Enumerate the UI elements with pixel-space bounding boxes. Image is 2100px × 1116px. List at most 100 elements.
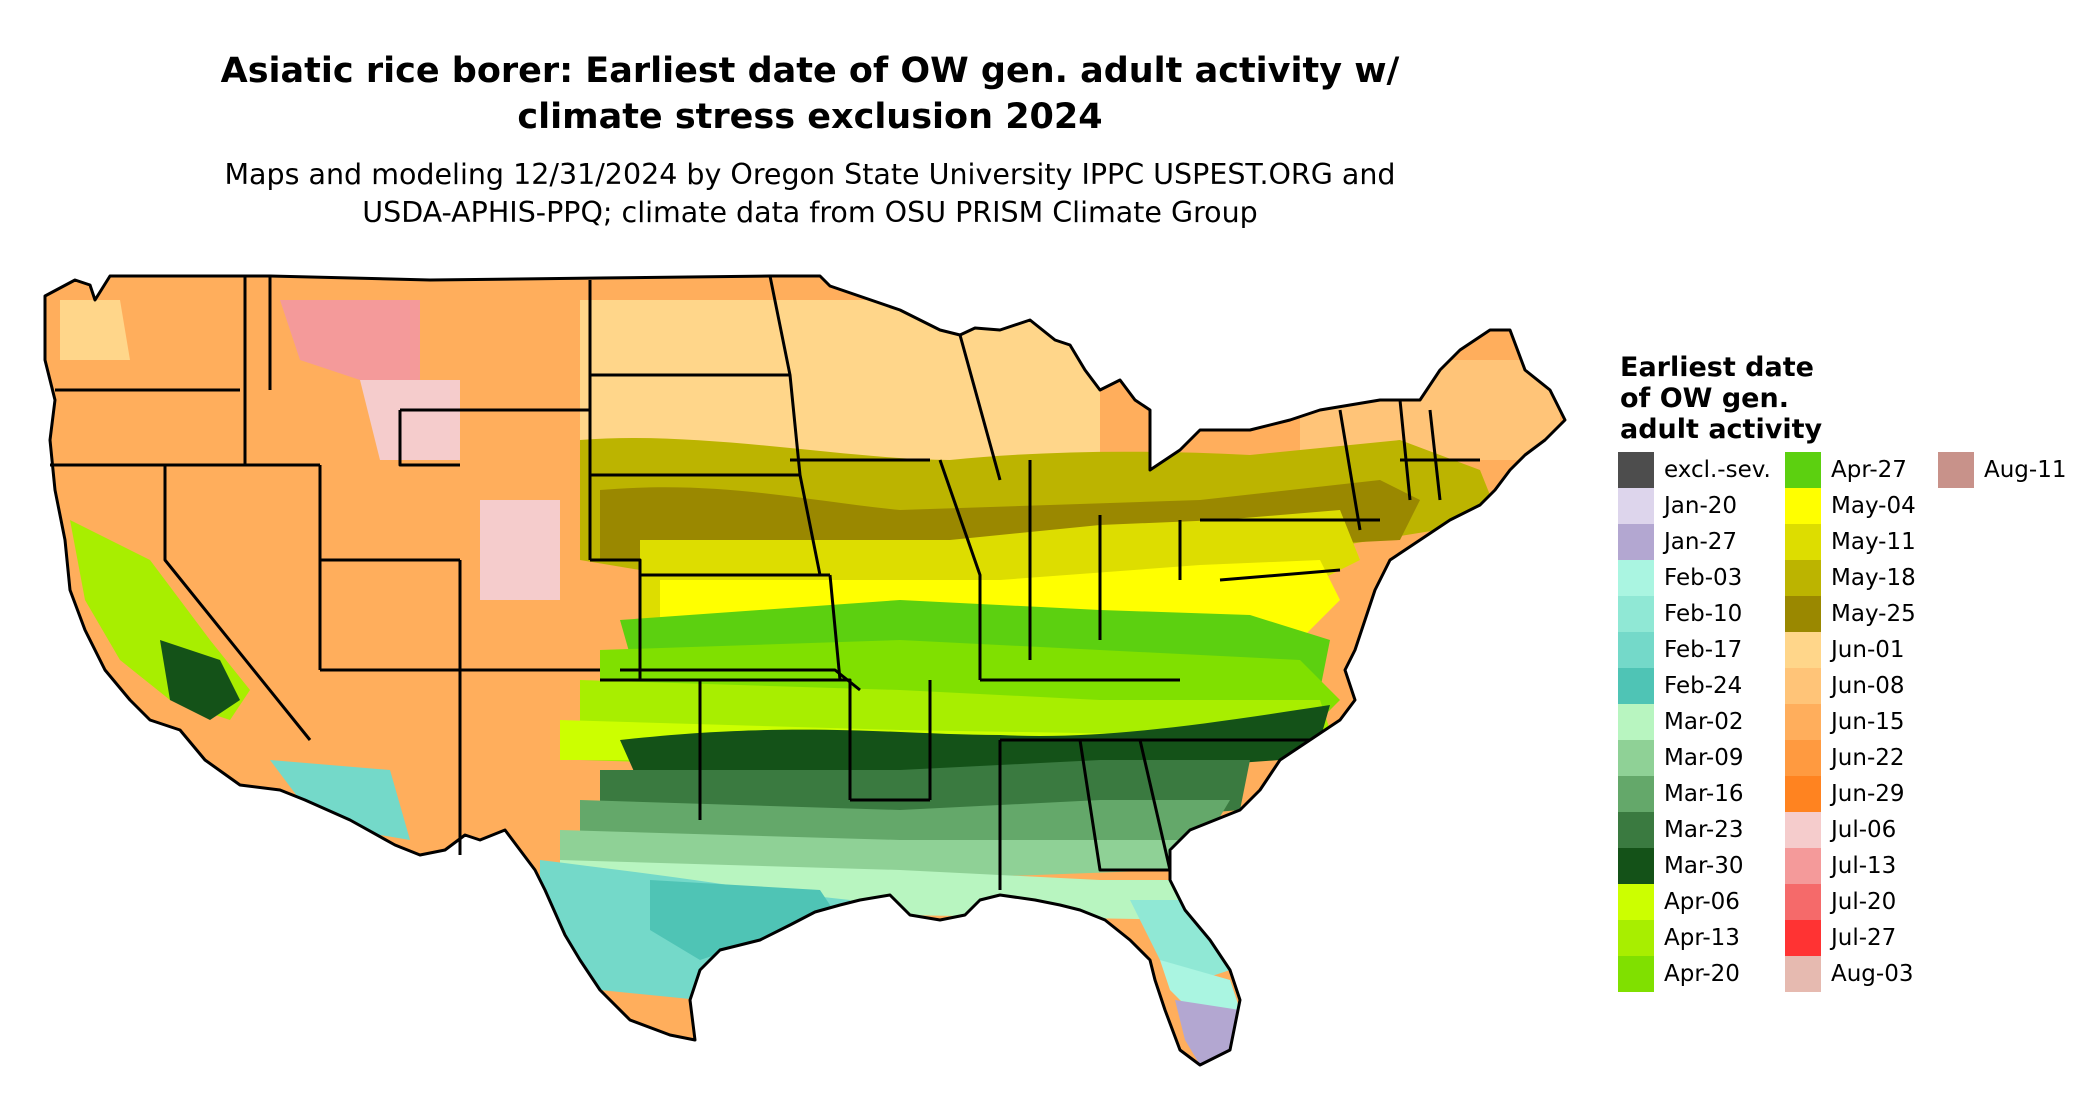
legend-label: Feb-10 — [1664, 601, 1743, 627]
legend-item: Mar-09 — [1618, 740, 1744, 776]
legend-swatch — [1785, 452, 1821, 488]
legend-item: excl.-sev. — [1618, 452, 1771, 488]
subtitle-line-1: Maps and modeling 12/31/2024 by Oregon S… — [224, 158, 1396, 191]
legend-label: Feb-17 — [1664, 637, 1743, 663]
legend-item: Apr-13 — [1618, 920, 1740, 956]
legend-swatch — [1785, 920, 1821, 956]
legend-item: Jan-20 — [1618, 488, 1737, 524]
legend-swatch — [1618, 848, 1654, 884]
legend-swatch — [1785, 776, 1821, 812]
legend-label: May-04 — [1831, 493, 1916, 519]
legend-item: Jan-27 — [1618, 524, 1737, 560]
legend-item: Jul-20 — [1785, 884, 1896, 920]
legend-item: Feb-03 — [1618, 560, 1742, 596]
zone-feb-24 — [650, 880, 840, 960]
legend-label: Jan-20 — [1664, 493, 1738, 519]
zone-jun-01 — [580, 300, 1100, 460]
legend-swatch — [1618, 596, 1654, 632]
legend-label: Jul-06 — [1831, 817, 1897, 843]
legend-swatch — [1785, 524, 1821, 560]
legend-swatch — [1785, 704, 1821, 740]
legend-label: Feb-03 — [1664, 565, 1743, 591]
legend-label: Jun-01 — [1831, 637, 1905, 663]
legend-item: Jul-27 — [1785, 920, 1896, 956]
legend-label: Jan-27 — [1664, 529, 1738, 555]
legend-swatch — [1938, 452, 1974, 488]
legend-label: May-25 — [1831, 601, 1916, 627]
legend-item: Jun-15 — [1785, 704, 1905, 740]
zone-washington-coast — [60, 300, 130, 360]
legend-label: Jun-15 — [1831, 709, 1905, 735]
title-line-2: climate stress exclusion 2024 — [517, 97, 1103, 137]
legend-item: Apr-06 — [1618, 884, 1740, 920]
legend-label: Feb-24 — [1664, 673, 1743, 699]
legend-swatch — [1785, 812, 1821, 848]
legend-swatch — [1785, 848, 1821, 884]
legend-label: Jun-22 — [1831, 745, 1905, 771]
zone-colorado-high — [480, 500, 560, 600]
legend-item: May-11 — [1785, 524, 1916, 560]
legend-item: Jul-13 — [1785, 848, 1896, 884]
zone-jan-27 — [1175, 1000, 1240, 1065]
legend-item: May-18 — [1785, 560, 1916, 596]
map-subtitle: Maps and modeling 12/31/2024 by Oregon S… — [60, 156, 1560, 232]
zone-northern-rockies — [280, 300, 420, 380]
legend-item: Mar-30 — [1618, 848, 1744, 884]
legend-swatch — [1785, 488, 1821, 524]
legend-swatch — [1618, 812, 1654, 848]
legend-swatch — [1785, 560, 1821, 596]
legend-label: Jul-27 — [1831, 925, 1897, 951]
legend-swatch — [1618, 704, 1654, 740]
legend-label: Mar-09 — [1664, 745, 1744, 771]
legend-swatch — [1618, 488, 1654, 524]
title-line-1: Asiatic rice borer: Earliest date of OW … — [220, 51, 1400, 91]
legend-item: Feb-24 — [1618, 668, 1742, 704]
legend-swatch — [1785, 956, 1821, 992]
map-title: Asiatic rice borer: Earliest date of OW … — [60, 48, 1560, 140]
us-map — [43, 274, 1567, 1067]
legend-swatch — [1785, 632, 1821, 668]
legend-swatch — [1785, 668, 1821, 704]
legend-label: Jul-13 — [1831, 853, 1897, 879]
zone-california-south — [160, 640, 240, 720]
legend-item: Jun-22 — [1785, 740, 1905, 776]
legend-swatch — [1618, 920, 1654, 956]
legend-swatch — [1618, 668, 1654, 704]
legend-title-line-1: Earliest date — [1620, 352, 1814, 383]
legend-label: May-18 — [1831, 565, 1916, 591]
legend-label: Apr-20 — [1664, 961, 1740, 987]
legend-title-line-3: adult activity — [1620, 414, 1823, 445]
legend-swatch — [1618, 884, 1654, 920]
legend-swatch — [1618, 956, 1654, 992]
legend-label: excl.-sev. — [1664, 457, 1771, 483]
legend-label: Jun-29 — [1831, 781, 1905, 807]
legend-label: Mar-16 — [1664, 781, 1744, 807]
zone-feb-03 — [1160, 960, 1240, 1020]
legend-item: Aug-11 — [1938, 452, 2066, 488]
legend-swatch — [1618, 632, 1654, 668]
legend-label: May-11 — [1831, 529, 1916, 555]
zone-feb-10 — [1130, 900, 1230, 980]
zone-arizona-low-desert — [270, 760, 410, 840]
zone-wyoming-high — [360, 380, 460, 460]
legend-item: Mar-02 — [1618, 704, 1744, 740]
legend-title: Earliest date of OW gen. adult activity — [1620, 352, 1822, 445]
legend-label: Aug-03 — [1831, 961, 1914, 987]
legend-item: Jul-06 — [1785, 812, 1896, 848]
legend-label: Apr-13 — [1664, 925, 1740, 951]
legend-label: Mar-30 — [1664, 853, 1744, 879]
legend-item: Mar-16 — [1618, 776, 1744, 812]
legend-swatch — [1618, 452, 1654, 488]
legend-item: Apr-27 — [1785, 452, 1907, 488]
legend-label: Jul-20 — [1831, 889, 1897, 915]
legend-label: Aug-11 — [1984, 457, 2067, 483]
legend-swatch — [1618, 776, 1654, 812]
legend-swatch — [1618, 524, 1654, 560]
legend-title-line-2: of OW gen. — [1620, 383, 1789, 414]
legend-label: Apr-27 — [1831, 457, 1907, 483]
subtitle-line-2: USDA-APHIS-PPQ; climate data from OSU PR… — [362, 196, 1258, 229]
legend-item: Mar-23 — [1618, 812, 1744, 848]
legend-item: Jun-01 — [1785, 632, 1905, 668]
legend-item: Apr-20 — [1618, 956, 1740, 992]
legend-item: Jun-08 — [1785, 668, 1905, 704]
